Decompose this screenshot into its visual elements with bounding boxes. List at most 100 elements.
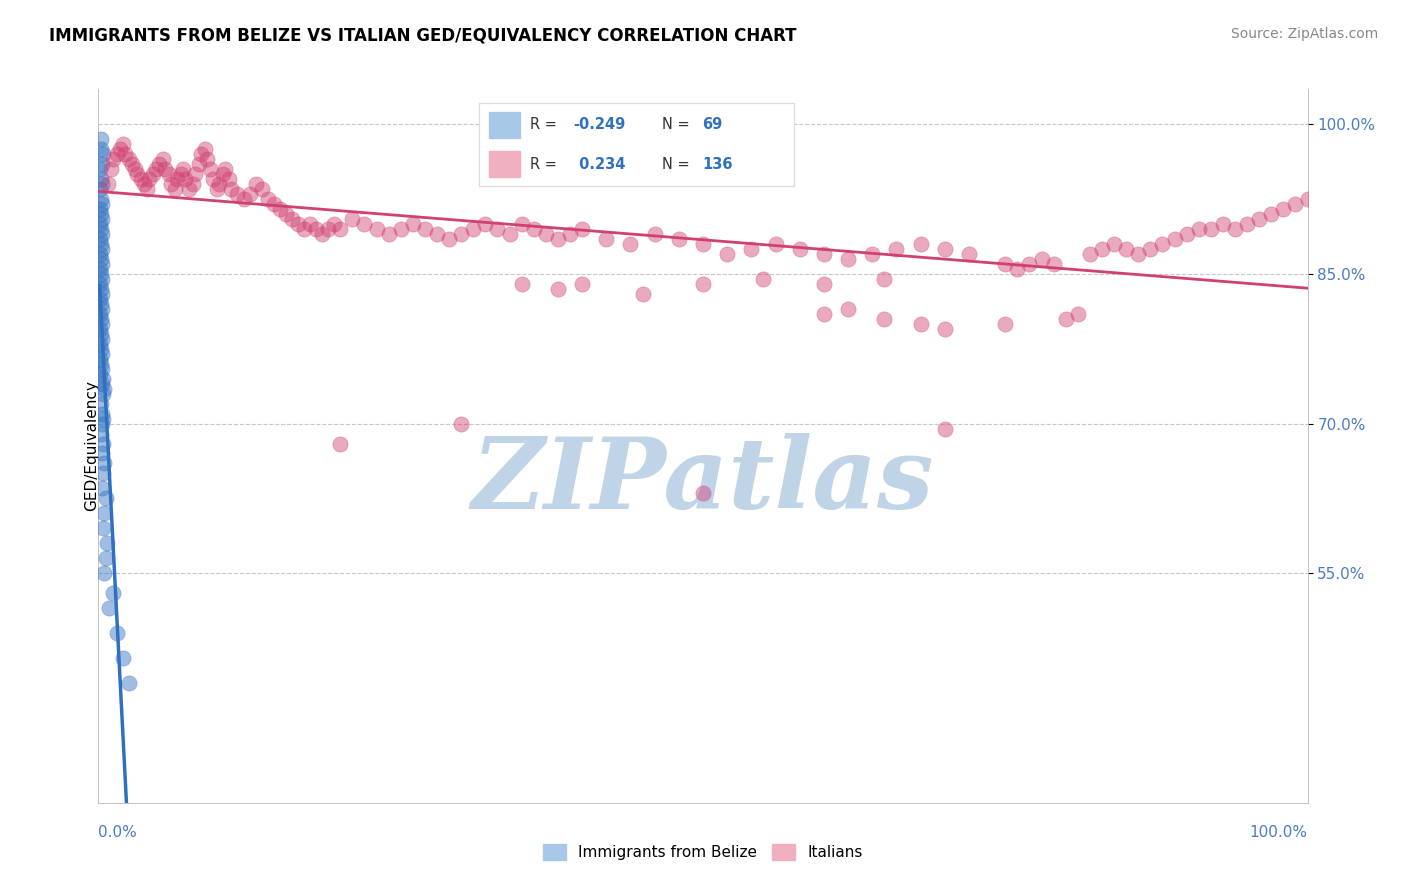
- Point: [118, 152, 141, 166]
- Point: [1199, 222, 1222, 236]
- Point: [281, 211, 304, 226]
- Point: [256, 192, 278, 206]
- Point: [96, 536, 118, 550]
- Point: [298, 217, 321, 231]
- Point: [195, 152, 218, 166]
- Point: [129, 172, 152, 186]
- Point: [91, 211, 114, 226]
- Point: [437, 232, 460, 246]
- Point: [305, 222, 328, 236]
- Point: [105, 147, 128, 161]
- Point: [184, 167, 207, 181]
- Point: [1152, 236, 1174, 251]
- Point: [194, 142, 217, 156]
- Point: [91, 347, 114, 361]
- Point: [90, 311, 112, 326]
- Point: [91, 386, 114, 401]
- Point: [89, 182, 111, 196]
- Point: [100, 162, 122, 177]
- Point: [311, 227, 333, 241]
- Point: [202, 172, 225, 186]
- Point: [1078, 247, 1101, 261]
- Point: [90, 357, 112, 371]
- Point: [91, 227, 114, 241]
- Point: [90, 282, 112, 296]
- Point: [547, 232, 569, 246]
- Point: [166, 172, 188, 186]
- Point: [716, 247, 738, 261]
- Point: [174, 172, 197, 186]
- Point: [90, 172, 112, 186]
- Point: [342, 211, 364, 226]
- Point: [208, 177, 231, 191]
- Point: [226, 186, 249, 201]
- Point: [91, 157, 114, 171]
- Point: [90, 132, 112, 146]
- Point: [910, 236, 932, 251]
- Point: [1007, 261, 1029, 276]
- Point: [1188, 222, 1211, 236]
- Point: [450, 227, 472, 241]
- Point: [269, 202, 291, 216]
- Point: [218, 172, 240, 186]
- Point: [765, 236, 787, 251]
- Point: [813, 277, 835, 291]
- Point: [169, 167, 191, 181]
- Point: [873, 272, 896, 286]
- Point: [91, 376, 114, 391]
- Point: [91, 446, 114, 460]
- Text: IMMIGRANTS FROM BELIZE VS ITALIAN GED/EQUIVALENCY CORRELATION CHART: IMMIGRANTS FROM BELIZE VS ITALIAN GED/EQ…: [49, 27, 797, 45]
- Point: [1223, 222, 1246, 236]
- Point: [1260, 207, 1282, 221]
- Point: [571, 222, 593, 236]
- Point: [1031, 252, 1053, 266]
- Point: [860, 247, 883, 261]
- Point: [89, 367, 111, 381]
- Point: [89, 351, 111, 366]
- Point: [94, 551, 117, 566]
- Point: [1236, 217, 1258, 231]
- Point: [1102, 236, 1125, 251]
- Point: [91, 521, 114, 535]
- Point: [366, 222, 388, 236]
- Point: [91, 301, 114, 316]
- Point: [91, 147, 114, 161]
- Point: [152, 152, 174, 166]
- Point: [190, 147, 212, 161]
- Point: [1018, 257, 1040, 271]
- Point: [631, 286, 654, 301]
- Point: [163, 182, 186, 196]
- Point: [1115, 242, 1137, 256]
- Point: [148, 157, 170, 171]
- Point: [91, 361, 114, 376]
- Point: [91, 407, 114, 421]
- Point: [134, 177, 156, 191]
- Point: [595, 232, 617, 246]
- Point: [89, 277, 111, 291]
- Point: [142, 167, 165, 181]
- Point: [389, 222, 412, 236]
- Point: [486, 222, 509, 236]
- Point: [1042, 257, 1064, 271]
- Point: [91, 177, 114, 191]
- Point: [157, 167, 180, 181]
- Point: [287, 217, 309, 231]
- Point: [138, 172, 160, 186]
- Y-axis label: GED/Equivalency: GED/Equivalency: [84, 381, 98, 511]
- Point: [90, 222, 112, 236]
- Point: [692, 236, 714, 251]
- Point: [90, 142, 112, 156]
- Text: 100.0%: 100.0%: [1250, 825, 1308, 840]
- Point: [91, 272, 114, 286]
- Point: [534, 227, 557, 241]
- Point: [91, 371, 114, 385]
- Point: [89, 336, 111, 351]
- Point: [91, 436, 114, 450]
- Point: [329, 436, 352, 450]
- Point: [90, 326, 112, 341]
- Point: [91, 257, 114, 271]
- Point: [181, 177, 204, 191]
- Point: [90, 236, 112, 251]
- Point: [124, 162, 146, 177]
- Point: [90, 252, 112, 266]
